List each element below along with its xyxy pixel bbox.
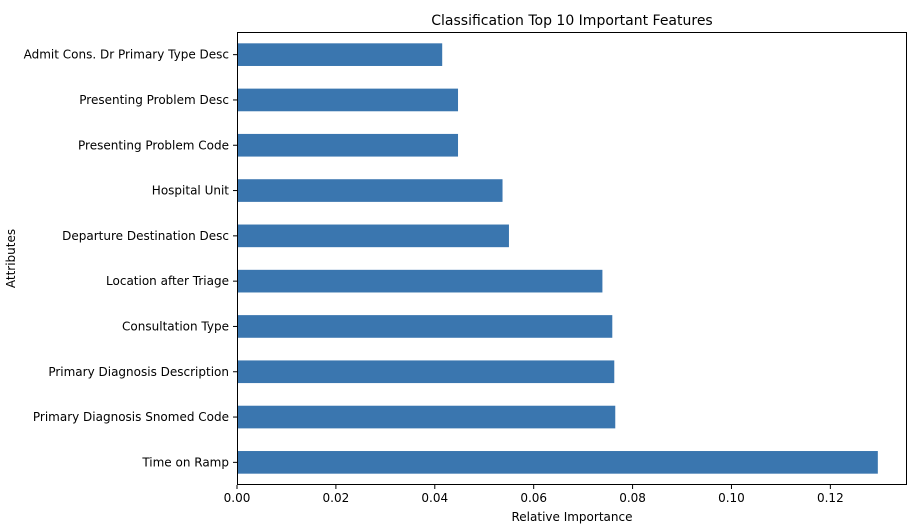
bar (237, 179, 503, 202)
x-tick-label: 0.12 (817, 491, 844, 505)
y-tick-label: Admit Cons. Dr Primary Type Desc (24, 48, 229, 62)
y-tick-label: Location after Triage (106, 274, 229, 288)
bar (237, 451, 878, 474)
y-tick-label: Presenting Problem Desc (79, 93, 229, 107)
plot-frame (237, 32, 907, 485)
x-tick-label: 0.00 (224, 491, 251, 505)
bars-group (237, 43, 878, 474)
y-tick-label: Primary Diagnosis Description (48, 365, 229, 379)
x-tick-label: 0.10 (718, 491, 745, 505)
x-tick-label: 0.04 (421, 491, 448, 505)
chart-title: Classification Top 10 Important Features (431, 13, 712, 29)
bar (237, 405, 616, 429)
bar (237, 133, 459, 157)
x-tick-label: 0.08 (619, 491, 646, 505)
x-axis-label: Relative Importance (512, 510, 633, 524)
bar (237, 224, 509, 248)
y-tick-label: Departure Destination Desc (62, 229, 229, 243)
bar (237, 315, 613, 338)
bar (237, 43, 443, 66)
x-tick-label: 0.06 (520, 491, 547, 505)
bar (237, 360, 615, 384)
y-axis-label: Attributes (4, 229, 18, 288)
bar (237, 269, 603, 293)
bar (237, 88, 459, 112)
y-tick-label: Time on Ramp (141, 455, 229, 469)
y-tick-label: Primary Diagnosis Snomed Code (33, 410, 229, 424)
x-axis-ticks: 0.00 0.02 0.04 0.06 0.08 0.10 0.12 (224, 485, 844, 505)
y-tick-label: Hospital Unit (152, 184, 229, 198)
y-tick-label: Consultation Type (122, 319, 229, 333)
x-tick-label: 0.02 (323, 491, 350, 505)
y-axis-ticks: Admit Cons. Dr Primary Type Desc Presenti… (24, 48, 237, 469)
y-tick-label: Presenting Problem Code (78, 138, 229, 152)
